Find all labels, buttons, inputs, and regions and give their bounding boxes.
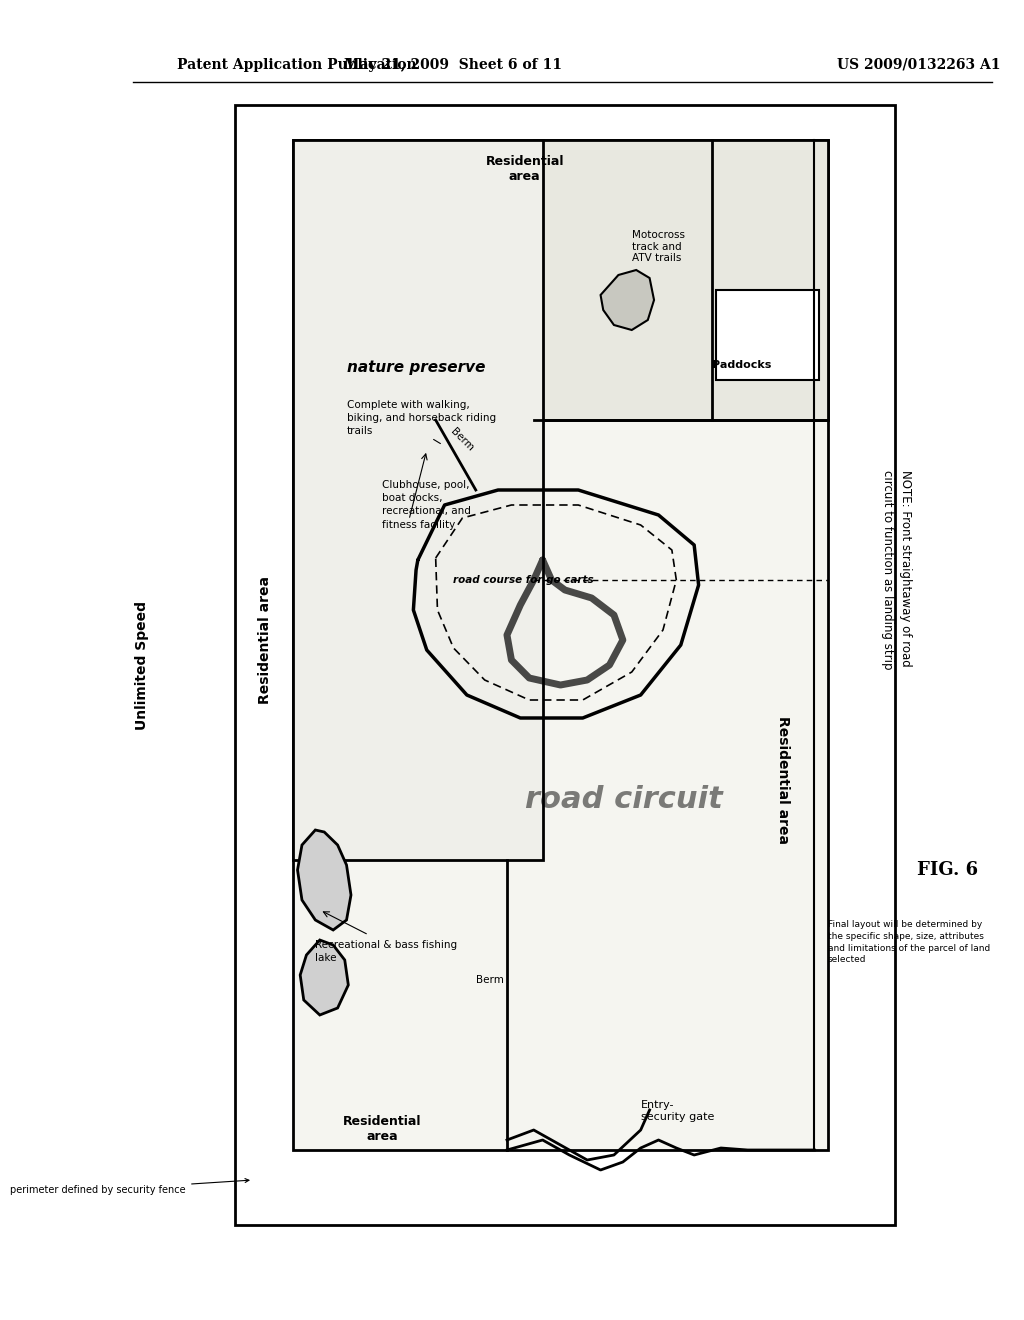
Text: May 21, 2009  Sheet 6 of 11: May 21, 2009 Sheet 6 of 11: [344, 58, 562, 73]
Text: Entry-
security gate: Entry- security gate: [641, 1100, 714, 1122]
Bar: [293, 140, 827, 1150]
Text: Clubhouse, pool,
boat docks,
recreational, and
fitness facility: Clubhouse, pool, boat docks, recreationa…: [382, 480, 471, 529]
Text: Berm: Berm: [450, 426, 476, 453]
Text: road course for go carts: road course for go carts: [454, 576, 594, 585]
Polygon shape: [298, 830, 351, 931]
Text: perimeter defined by security fence: perimeter defined by security fence: [10, 1179, 249, 1195]
Text: Complete with walking,
biking, and horseback riding
trails: Complete with walking, biking, and horse…: [346, 400, 496, 437]
Polygon shape: [600, 271, 654, 330]
Text: Unlimited Speed: Unlimited Speed: [134, 601, 148, 730]
Bar: [293, 140, 543, 861]
Bar: [236, 106, 895, 1225]
Bar: [534, 140, 827, 420]
Text: Recreational & bass fishing
lake: Recreational & bass fishing lake: [315, 940, 458, 964]
Polygon shape: [300, 940, 348, 1015]
Text: Residential
area: Residential area: [485, 154, 564, 183]
Text: Residential
area: Residential area: [343, 1115, 422, 1143]
Text: Final layout will be determined by
the specific shape, size, attributes
and limi: Final layout will be determined by the s…: [827, 920, 990, 965]
Text: Motocross
track and
ATV trails: Motocross track and ATV trails: [632, 230, 685, 263]
Text: Berm: Berm: [476, 975, 504, 985]
Text: Residential area: Residential area: [257, 576, 271, 704]
Text: FIG. 6: FIG. 6: [916, 861, 978, 879]
Text: road circuit: road circuit: [525, 785, 723, 814]
Text: Patent Application Publication: Patent Application Publication: [177, 58, 417, 73]
Text: NOTE: Front straightaway of road
circuit to function as landing strip: NOTE: Front straightaway of road circuit…: [882, 470, 912, 669]
Bar: [717, 290, 819, 380]
Text: Paddocks: Paddocks: [712, 360, 771, 370]
Text: nature preserve: nature preserve: [346, 360, 485, 375]
Text: US 2009/0132263 A1: US 2009/0132263 A1: [837, 58, 1000, 73]
Text: Residential area: Residential area: [776, 715, 791, 843]
